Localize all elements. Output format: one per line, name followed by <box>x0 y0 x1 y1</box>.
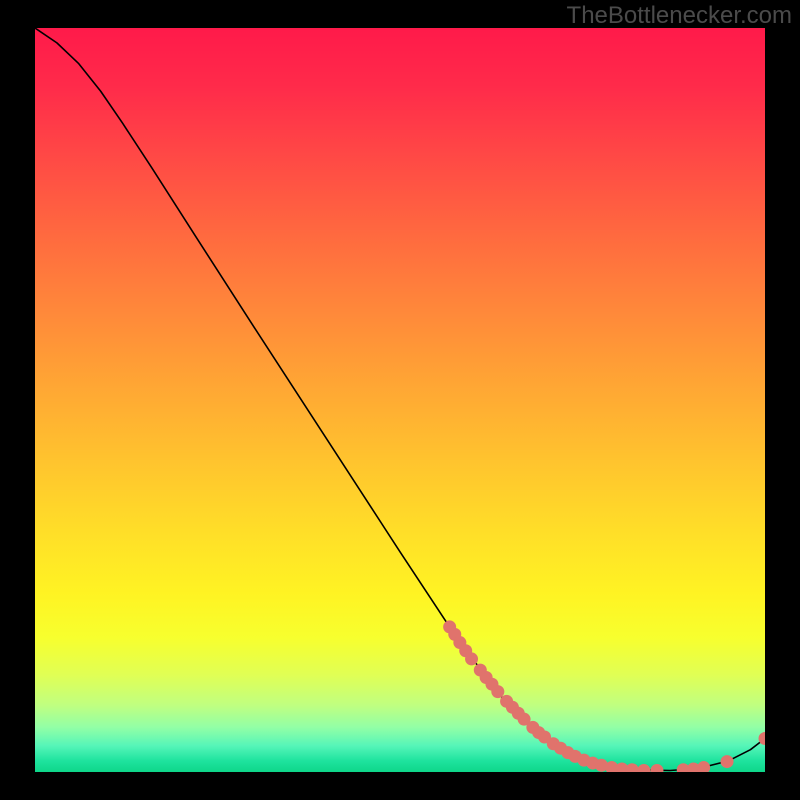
data-marker <box>491 685 504 698</box>
plot-area <box>35 28 765 772</box>
data-marker <box>721 755 734 768</box>
data-marker <box>465 652 478 665</box>
watermark-text: TheBottlenecker.com <box>567 2 792 30</box>
gradient-background <box>35 28 765 772</box>
chart-frame: TheBottlenecker.com <box>0 0 800 800</box>
plot-svg <box>35 28 765 772</box>
